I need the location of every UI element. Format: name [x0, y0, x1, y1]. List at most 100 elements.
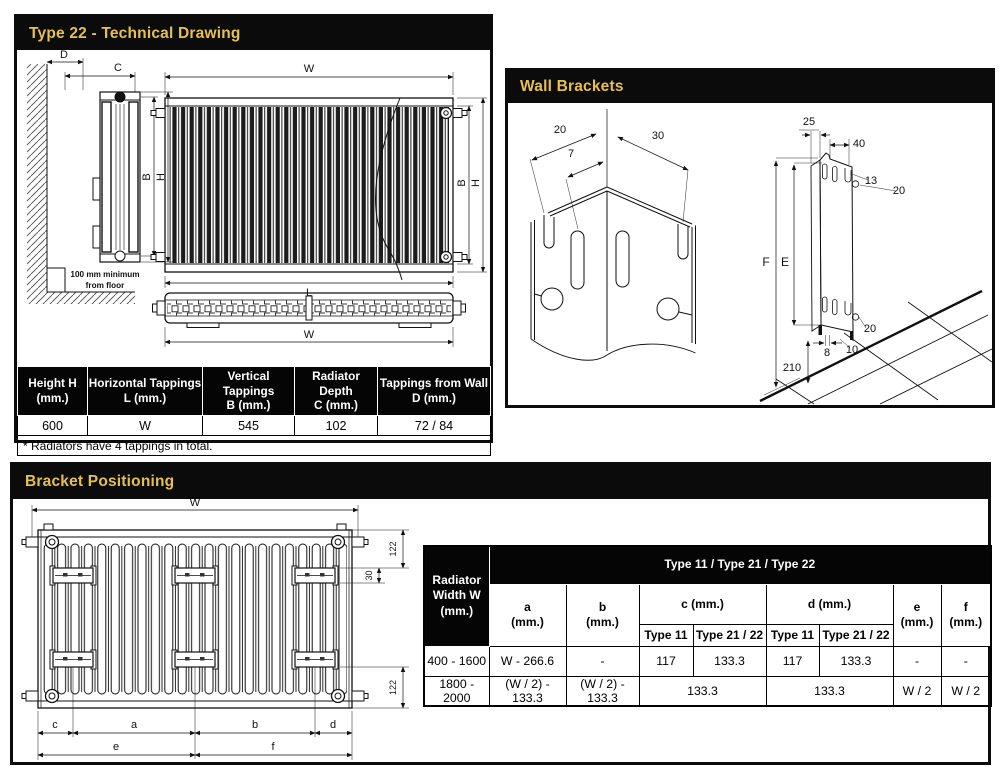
- cell: (W / 2) - 133.3: [488, 675, 567, 707]
- dim-label-7-iso: 7: [568, 148, 574, 160]
- cell: -: [892, 645, 942, 677]
- dim-label-d: d: [330, 719, 336, 731]
- technical-drawing-title-bar: Type 22 - Technical Drawing: [17, 17, 490, 50]
- wall-brackets-title-bar: Wall Brackets: [508, 71, 992, 103]
- dim-label-13: 13: [865, 175, 877, 187]
- panel-title-text: Type 22 - Technical Drawing: [29, 24, 241, 42]
- bracket-rail: [291, 649, 339, 670]
- cell: 600: [17, 415, 88, 437]
- cell: 102: [294, 415, 378, 437]
- cell: W: [87, 415, 203, 437]
- cell: -: [565, 645, 640, 677]
- bracket-positioning-content: W 122 30 122: [13, 499, 992, 762]
- wall-brackets-panel: Wall Brackets: [505, 68, 995, 408]
- panel-title-text: Wall Brackets: [520, 78, 624, 95]
- bracket-rail: [171, 565, 219, 586]
- cell: 133.3: [765, 675, 894, 707]
- dimensions-table-value-row: 600 W 545 102 72 / 84: [17, 415, 491, 437]
- col-header-a: a (mm.): [488, 583, 567, 647]
- col-header: Horizontal Tappings L (mm.): [87, 365, 203, 417]
- dim-label-d: D: [60, 50, 68, 61]
- corner-header: Radiator Width W (mm.): [423, 545, 490, 647]
- col-header-c: c (mm.): [638, 583, 767, 625]
- dim-label-8: 8: [824, 347, 830, 359]
- cell: (W / 2) - 133.3: [565, 675, 640, 707]
- dim-label-e: e: [113, 741, 119, 753]
- dim-label-c: C: [114, 62, 122, 74]
- cell: -: [940, 645, 992, 677]
- col-header: Tappings from Wall D (mm.): [377, 365, 491, 417]
- cell: 133.3: [638, 675, 767, 707]
- dimensions-table-header-row: Height H (mm.) Horizontal Tappings L (mm…: [17, 365, 491, 417]
- bracket-positioning-panel: Bracket Positioning: [10, 462, 992, 765]
- bracket-positioning-table: Radiator Width W (mm.) Type 11 / Type 21…: [423, 545, 992, 707]
- floor-tiles: [759, 289, 992, 405]
- cell: 545: [202, 415, 295, 437]
- bracket-positioning-canvas: W 122 30 122: [21, 499, 409, 760]
- dim-label-122-bottom: 122: [388, 680, 398, 695]
- table-row: 1800 - 2000 (W / 2) - 133.3 (W / 2) - 13…: [423, 675, 992, 707]
- dim-label-h-side: H: [155, 173, 167, 181]
- dim-label-a: a: [131, 719, 138, 731]
- footnote-row: * Radiators have 4 tappings in total.: [17, 435, 491, 457]
- col-header-e: e (mm.): [892, 583, 942, 647]
- bracket-rail: [49, 649, 97, 670]
- col-header-f: f (mm.): [940, 583, 992, 647]
- dim-label-b-side: B: [141, 173, 153, 180]
- technical-drawing-canvas: D C B H 100 mm minimum from floor: [27, 50, 487, 347]
- dim-label-f: f: [271, 741, 275, 753]
- dim-label-210: 210: [783, 362, 801, 374]
- dim-label-30-iso: 30: [652, 130, 664, 142]
- bracket-positioning-title-bar: Bracket Positioning: [13, 465, 988, 499]
- radiator-side-view: D C B H 100 mm minimum from floor: [27, 50, 173, 304]
- dim-label-20-bottom: 20: [864, 323, 876, 335]
- cell: W / 2: [940, 675, 992, 707]
- dim-label-b-front: B: [456, 179, 468, 186]
- sub-header: Type 21 / 22: [818, 623, 894, 647]
- floor-note-line1: 100 mm minimum: [70, 270, 139, 279]
- col-header-b: b (mm.): [565, 583, 640, 647]
- col-header-d: d (mm.): [765, 583, 894, 625]
- bracket-iso-view: 20 7 30: [529, 109, 696, 361]
- cell: 117: [765, 645, 820, 677]
- col-header: Radiator Depth C (mm.): [294, 365, 378, 417]
- cell: 400 - 1600: [423, 645, 490, 677]
- sub-header: Type 11: [765, 623, 820, 647]
- dim-label-122-top: 122: [388, 541, 398, 556]
- dim-label-b: b: [252, 719, 258, 731]
- dim-label-40: 40: [853, 138, 865, 150]
- footnote-text: * Radiators have 4 tappings in total.: [17, 435, 491, 457]
- table-header-row: a (mm.) b (mm.) c (mm.) d (mm.) e (mm.) …: [424, 583, 992, 647]
- sub-header: Type 11: [638, 623, 694, 647]
- dim-label-f: F: [762, 255, 769, 269]
- sub-header: Type 21 / 22: [692, 623, 767, 647]
- dim-label-25: 25: [803, 116, 815, 128]
- bracket-rail: [291, 565, 339, 586]
- panel-title-text: Bracket Positioning: [25, 473, 175, 490]
- cell: W / 2: [892, 675, 942, 707]
- col-header: Vertical Tappings B (mm.): [202, 365, 295, 417]
- dim-label-20-top: 20: [893, 185, 905, 197]
- cell: W - 266.6: [488, 645, 567, 677]
- cell: 117: [638, 645, 694, 677]
- cell: 1800 - 2000: [423, 675, 490, 707]
- wall-brackets-canvas: 20 7 30: [529, 109, 992, 405]
- table-header-row: Radiator Width W (mm.) Type 11 / Type 21…: [423, 545, 992, 647]
- dim-label-e: E: [781, 255, 789, 269]
- radiator-front-view: W L B H: [150, 63, 487, 299]
- bracket-rail: [49, 565, 97, 586]
- dim-label-w: W: [190, 499, 201, 509]
- technical-drawing-panel: Type 22 - Technical Drawing: [14, 14, 493, 457]
- dim-label-30: 30: [364, 570, 374, 580]
- cell: 133.3: [818, 645, 894, 677]
- cell: 133.3: [692, 645, 767, 677]
- positioning-rear-view: W 122 30 122: [21, 499, 409, 760]
- floor-note-line2: from floor: [86, 281, 125, 290]
- dim-label-20-iso: 20: [554, 124, 566, 136]
- radiator-top-view: W: [152, 292, 466, 347]
- dim-label-h-front: H: [470, 179, 482, 187]
- dim-label-c: c: [52, 719, 58, 731]
- dim-label-w-front: W: [304, 63, 315, 75]
- bracket-rail: [171, 649, 219, 670]
- group-header: Type 11 / Type 21 / Type 22: [488, 545, 992, 585]
